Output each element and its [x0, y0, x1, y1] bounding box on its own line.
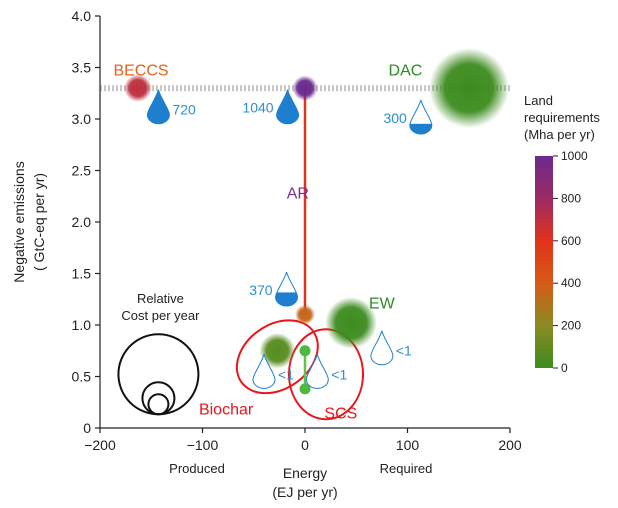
cost-legend-title-line2: Cost per year — [121, 308, 200, 323]
y-axis-unit: ( GtC-eq per yr) — [31, 173, 47, 271]
x-axis-label: Energy — [283, 465, 327, 481]
water-label: 1040 — [242, 100, 273, 116]
ar-label: AR — [287, 185, 309, 202]
water-drop-outline — [305, 354, 329, 389]
y-tick-label: 4.0 — [72, 8, 92, 24]
x-tick-label: −100 — [187, 437, 219, 453]
cost-legend-circle — [141, 381, 176, 416]
ew-water-drop — [370, 330, 394, 366]
y-tick-label: 1.5 — [72, 266, 92, 282]
cost-legend: Relative Cost per year — [117, 291, 200, 416]
ar-bubble — [292, 75, 318, 101]
colorbar-title-line2: requirements — [524, 110, 600, 125]
scs-label: SCS — [324, 406, 357, 423]
y-tick-label: 0.5 — [72, 369, 92, 385]
axis-ticks: −200 −100 0 100 200 0 0.5 1.0 1.5 2.0 2.5 3.0 3.5 4.0 — [72, 8, 522, 453]
scs-point — [299, 345, 311, 357]
biochar-bubble — [259, 332, 296, 369]
y-tick-label: 2.5 — [72, 163, 92, 179]
water-drop-outline — [370, 330, 394, 366]
cost-legend-circle — [117, 333, 200, 416]
colorbar-title-line3: (Mha per yr) — [524, 127, 595, 142]
y-tick-label: 1.0 — [72, 317, 92, 333]
beccs-label: BECCS — [113, 63, 168, 80]
colorbar-tick-label: 600 — [561, 234, 581, 248]
colorbar-tick-label: 1000 — [561, 149, 588, 163]
x-axis-unit: (EJ per yr) — [272, 484, 337, 500]
colorbar-tick-label: 200 — [561, 319, 581, 333]
x-tick-label: 100 — [396, 437, 420, 453]
dac-bubble — [429, 48, 509, 129]
bubble-layer — [124, 48, 509, 395]
x-tick-label: −200 — [84, 437, 116, 453]
label-layer: BECCS DAC AR EW Biochar SCS — [113, 63, 422, 423]
water-label: <1 — [396, 343, 412, 359]
ar-low-water-drop — [275, 271, 299, 307]
dac-label: DAC — [389, 63, 423, 80]
cost-legend-circle — [147, 393, 170, 416]
colorbar: Land requirements (Mha per yr) 0 200 400 60… — [524, 93, 600, 375]
scs-point — [299, 383, 311, 395]
dac-water-drop — [409, 99, 433, 135]
water-label: 370 — [249, 282, 273, 298]
ew-label: EW — [369, 296, 396, 313]
x-tick-label: 200 — [498, 437, 522, 453]
x-side-label-produced: Produced — [169, 461, 225, 476]
beccs-bubble — [124, 74, 152, 102]
water-label: 720 — [172, 102, 196, 118]
water-drop-fill — [409, 123, 432, 134]
ew-bubble — [325, 297, 378, 349]
y-tick-label: 3.0 — [72, 111, 92, 127]
colorbar-title-line1: Land — [524, 93, 553, 108]
water-drop-fill — [275, 292, 298, 307]
scs-water-drop — [305, 354, 329, 389]
x-tick-label: 0 — [301, 437, 309, 453]
colorbar-tick-label: 400 — [561, 276, 581, 290]
colorbar-tick-label: 0 — [561, 361, 568, 375]
beccs-water-drop — [146, 89, 170, 125]
water-label: 300 — [383, 110, 407, 126]
y-tick-label: 2.0 — [72, 214, 92, 230]
water-label: <1 — [278, 366, 294, 382]
cost-legend-title-line1: Relative — [137, 291, 184, 306]
water-drop-outline — [252, 354, 276, 389]
y-tick-label: 3.5 — [72, 60, 92, 76]
biochar-water-drop — [252, 354, 276, 389]
colorbar-bar — [535, 156, 553, 368]
y-tick-label: 0 — [83, 420, 91, 436]
water-label: <1 — [331, 366, 347, 382]
colorbar-tick-label: 800 — [561, 191, 581, 205]
y-axis-label: Negative emissions — [11, 161, 27, 282]
ar-low-bubble — [295, 304, 315, 325]
x-side-label-required: Required — [380, 461, 433, 476]
biochar-label: Biochar — [199, 402, 254, 419]
